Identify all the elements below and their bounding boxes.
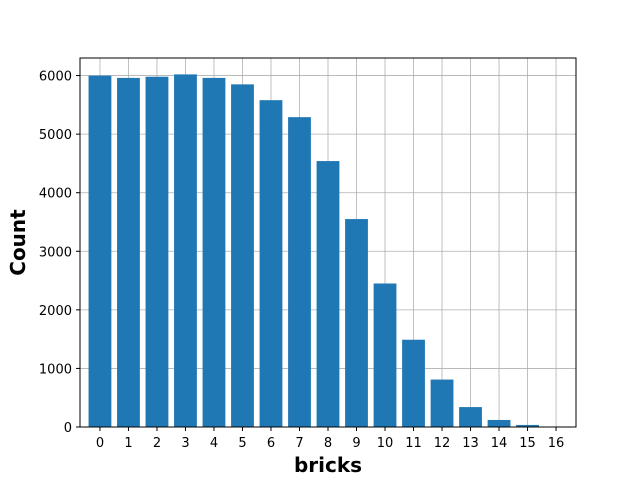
x-tick-label: 8 [324,436,332,451]
x-tick-label: 14 [491,436,508,451]
x-tick-label: 15 [519,436,536,451]
x-tick-label: 3 [181,436,189,451]
bar-11 [402,339,425,427]
bars-group [88,74,568,428]
bar-13 [459,407,482,427]
y-tick-label: 5000 [39,128,72,143]
bar-10 [373,283,397,427]
bar-4 [202,77,226,428]
bar-2 [145,76,169,427]
x-tick-label: 5 [238,436,246,451]
bar-8 [316,161,340,428]
x-tick-label: 12 [434,436,451,451]
y-tick-label: 2000 [39,304,72,319]
y-tick-label: 3000 [39,245,72,260]
x-tick-label: 4 [210,436,218,451]
y-axis-label: Count [6,209,30,276]
y-tick-label: 6000 [39,70,72,85]
bar-1 [117,77,140,428]
bar-9 [345,219,368,427]
bar-6 [259,100,283,428]
x-axis-label: bricks [294,453,362,477]
y-tick-label: 0 [64,421,72,436]
y-axis-ticks: 0 1000 2000 3000 4000 5000 6000 [39,70,80,436]
bar-5 [231,84,254,427]
x-axis-ticks: 0 1 2 3 4 5 6 7 8 9 10 11 12 13 14 15 16 [96,427,565,451]
x-tick-label: 2 [153,436,161,451]
bar-12 [430,379,454,427]
x-tick-label: 13 [462,436,479,451]
x-tick-label: 6 [267,436,275,451]
y-tick-label: 4000 [39,187,72,202]
x-tick-label: 10 [377,436,394,451]
x-tick-label: 0 [96,436,104,451]
bar-15 [516,424,539,427]
x-tick-label: 7 [295,436,303,451]
bar-3 [174,74,197,428]
bar-14 [487,419,511,427]
x-tick-label: 16 [548,436,565,451]
x-tick-label: 1 [124,436,132,451]
bar-7 [288,117,311,428]
x-tick-label: 11 [405,436,422,451]
bar-0 [88,75,112,428]
x-tick-label: 9 [352,436,360,451]
y-tick-label: 1000 [39,362,72,377]
